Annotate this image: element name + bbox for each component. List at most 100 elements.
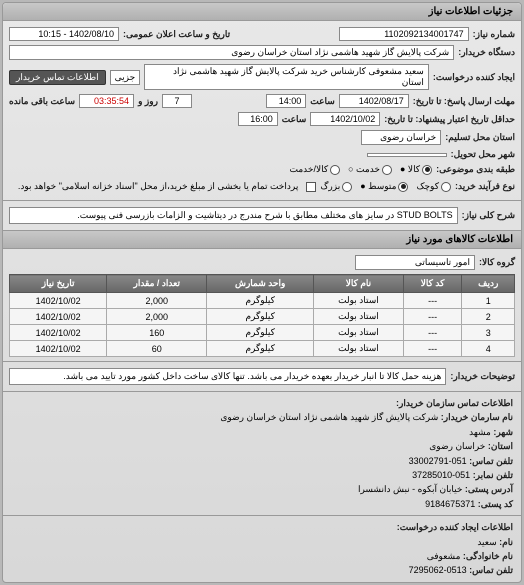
process-large-radio[interactable]: بزرگ [320,181,352,192]
days-label: روز و [138,96,158,107]
contact-postal-label: آدرس پستی: [465,484,513,494]
main-panel: جزئیات اطلاعات نیاز شماره نیاز: 11020921… [2,2,522,583]
buyer-note-text: هزینه حمل کالا تا انبار خریدار بعهده خری… [9,368,446,385]
contact-tel-label: تلفن تماس: [469,456,513,466]
table-cell: استاد بولت [314,309,404,325]
contact-section: اطلاعات تماس سازمان خریدار: [396,398,513,408]
org-name: شرکت پالایش گاز شهید هاشمی نژاد استان خر… [220,412,438,422]
table-cell: 60 [107,341,207,357]
table-cell: 1402/10/02 [10,341,107,357]
table-header: تعداد / مقدار [107,275,207,293]
contact-postcode-label: کد پستی: [478,499,513,509]
need-no-value: 1102092134001747 [339,27,469,41]
table-cell: کیلوگرم [207,341,314,357]
city-label: شهر محل تحویل: [451,149,515,160]
goods-group-label: گروه کالا: [479,257,515,268]
need-no-label: شماره نیاز: [473,29,515,40]
goods-section-title: اطلاعات کالاهای مورد نیاز [3,230,521,249]
budget-goods-label: کالا ● [400,164,420,175]
pubdate-value: 1402/08/10 - 10:15 [9,27,119,41]
table-cell: کیلوگرم [207,325,314,341]
requester-value: سعید مشعوفی کارشناس خرید شرکت پالایش گاز… [144,64,429,90]
creator-last-label: نام خانوادگی: [463,551,513,561]
budget-service-radio[interactable]: خدمت ○ [348,164,392,175]
contact-city: مشهد [469,427,491,437]
panel-title: جزئیات اطلاعات نیاز [3,3,521,21]
contact-province: خراسان رضوی [429,441,485,451]
table-cell: استاد بولت [314,325,404,341]
days-remaining: 7 [162,94,192,108]
budget-goods-radio[interactable]: کالا ● [400,164,432,175]
table-cell: 2,000 [107,293,207,309]
creator-tel: 0513-7295062 [409,565,467,575]
process-small-radio[interactable]: کوچک [416,181,451,192]
process-medium-radio[interactable]: متوسط ● [360,181,408,192]
contact-postal: خیابان آبکوه - نبش دانشسرا [358,484,462,494]
province-label: استان محل تسلیم: [445,132,515,143]
process-note: پرداخت تمام یا بخشی از مبلغ خرید،از محل … [14,179,302,194]
deadline-send-time: 14:00 [266,94,306,108]
table-header: نام کالا [314,275,404,293]
contact-buyer-button[interactable]: اطلاعات تماس خریدار [9,70,106,85]
buyer-note-label: توضیحات خریدار: [450,371,515,382]
requester-label: ایجاد کننده درخواست: [433,72,515,83]
table-row[interactable]: 4---استاد بولتکیلوگرم601402/10/02 [10,341,515,357]
process-small-label: کوچک [416,181,439,192]
need-title-label: شرح کلی نیاز: [462,210,515,221]
table-cell: --- [403,309,462,325]
table-cell: 3 [462,325,515,341]
table-cell: 2,000 [107,309,207,325]
table-row[interactable]: 1---استاد بولتکیلوگرم2,0001402/10/02 [10,293,515,309]
process-label: نوع فرآیند خرید: [455,181,515,192]
table-cell: --- [403,293,462,309]
table-header: تاریخ نیاز [10,275,107,293]
valid-to-time-label: ساعت [282,114,307,125]
city-value [367,153,447,157]
deadline-send-date: 1402/08/17 [339,94,409,108]
treasury-checkbox[interactable] [306,182,316,192]
budget-radio-group: کالا ● خدمت ○ کالا/خدمت [290,164,433,175]
contact-city-label: شهر: [493,427,513,437]
table-row[interactable]: 2---استاد بولتکیلوگرم2,0001402/10/02 [10,309,515,325]
pubdate-label: تاریخ و ساعت اعلان عمومی: [123,29,230,40]
table-cell: کیلوگرم [207,309,314,325]
top-body: شماره نیاز: 1102092134001747 تاریخ و ساع… [3,21,521,200]
time-remaining: 03:35:54 [79,94,134,108]
table-cell: 1402/10/02 [10,325,107,341]
budget-both-radio[interactable]: کالا/خدمت [290,164,341,175]
table-cell: 1 [462,293,515,309]
valid-to-date: 1402/10/02 [310,112,380,126]
table-cell: استاد بولت [314,341,404,357]
contact-province-label: استان: [488,441,513,451]
table-cell: --- [403,325,462,341]
creator-first: سعید [477,537,496,547]
partial-value: جزیی [110,70,141,85]
goods-table: ردیفکد کالانام کالاواحد شمارشتعداد / مقد… [9,274,515,357]
valid-to-label: حداقل تاریخ اعتبار پیشنهاد: تا تاریخ: [384,114,515,125]
deadline-send-label: مهلت ارسال پاسخ: تا تاریخ: [413,96,515,107]
budget-service-label: خدمت ○ [348,164,380,175]
budget-label: طبقه بندی موضوعی: [436,164,515,175]
budget-both-label: کالا/خدمت [290,164,329,175]
contact-fax-label: تلفن نمابر: [473,470,513,480]
table-cell: 1402/10/02 [10,293,107,309]
table-cell: 160 [107,325,207,341]
table-cell: 1402/10/02 [10,309,107,325]
contact-fax: 051-37285010 [412,470,470,480]
contact-tel: 051-33002791 [409,456,467,466]
buyer-org-value: شرکت پالایش گاز شهید هاشمی نژاد استان خر… [9,45,454,60]
creator-section: اطلاعات ایجاد کننده درخواست: [397,522,513,532]
table-header: ردیف [462,275,515,293]
table-row[interactable]: 3---استاد بولتکیلوگرم1601402/10/02 [10,325,515,341]
contact-postcode: 9184675371 [425,499,475,509]
table-cell: 4 [462,341,515,357]
table-cell: 2 [462,309,515,325]
table-header: واحد شمارش [207,275,314,293]
remain-label: ساعت باقی مانده [9,96,75,107]
creator-first-label: نام: [499,537,513,547]
valid-to-time: 16:00 [238,112,278,126]
need-title-text: STUD BOLTS در سایز های مختلف مطابق با شر… [9,207,458,224]
process-large-label: بزرگ [320,181,340,192]
table-cell: کیلوگرم [207,293,314,309]
process-radio-group: کوچک متوسط ● بزرگ [320,181,451,192]
